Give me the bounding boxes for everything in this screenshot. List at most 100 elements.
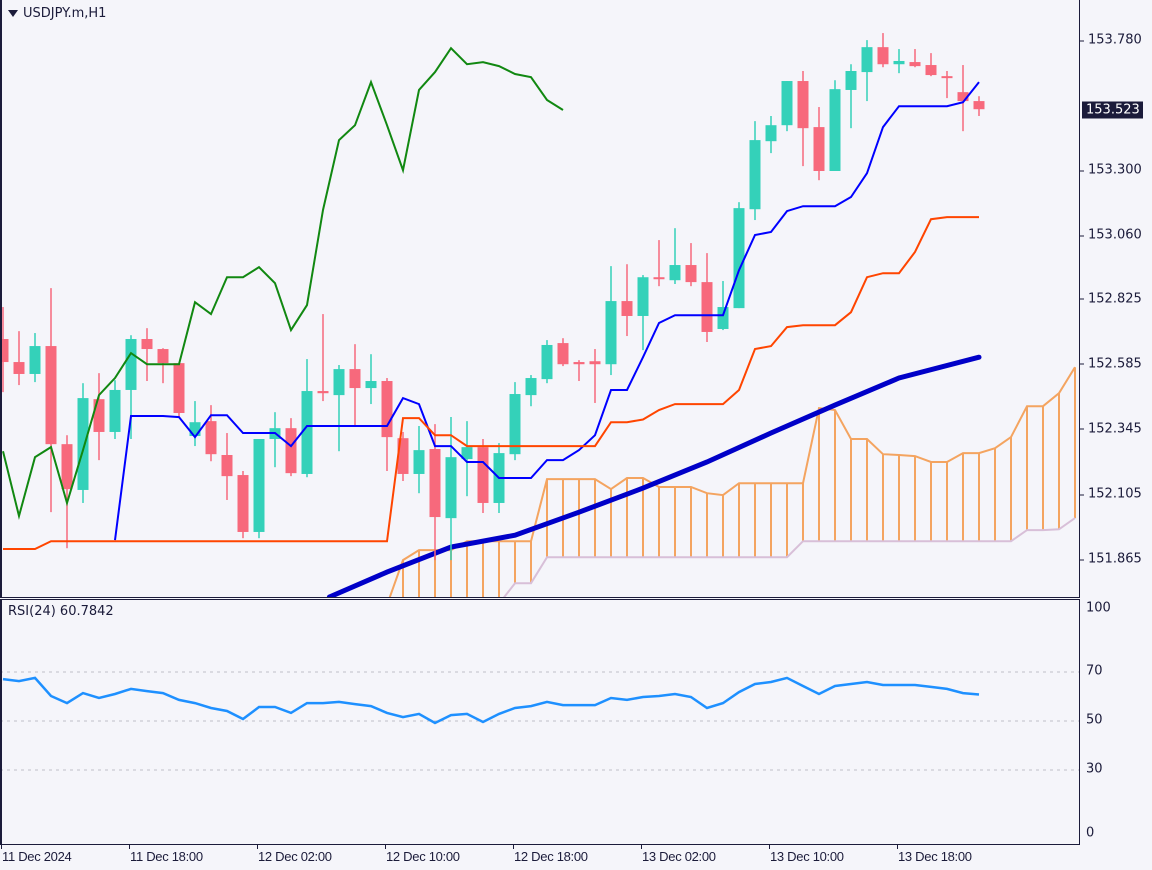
rsi-tick-label: 0 [1086, 825, 1095, 841]
candle-body [221, 454, 233, 477]
candle-body [877, 47, 889, 65]
candle-body [637, 277, 649, 316]
candle [941, 71, 953, 99]
candle [93, 373, 105, 461]
price-tick-label: 152.105 [1080, 486, 1142, 502]
candle-body [653, 277, 665, 280]
candle [477, 439, 489, 513]
candle-body [829, 89, 841, 171]
candle [445, 417, 457, 561]
candle-body [509, 394, 521, 455]
candle-body [29, 346, 41, 374]
candle [237, 470, 249, 539]
senkou-span-b-line [503, 517, 1076, 597]
candle-body [541, 344, 553, 380]
candle-body [669, 265, 681, 281]
price-tick-label: 152.345 [1080, 421, 1142, 437]
candle-body [781, 81, 793, 126]
tenkan-sen-line [114, 81, 980, 541]
moving-average-line [326, 354, 982, 597]
candle [573, 360, 585, 382]
candle-body [445, 457, 457, 519]
candle-body [45, 346, 57, 445]
candle [61, 435, 73, 549]
candle [733, 202, 745, 309]
candle [701, 253, 713, 342]
candle [685, 243, 697, 287]
candle [653, 240, 665, 287]
candle [909, 49, 921, 68]
candle-body [77, 398, 89, 490]
price-tick-label: 153.060 [1080, 227, 1142, 243]
candle-body [205, 421, 217, 455]
candle [669, 228, 681, 285]
candle-body [477, 447, 489, 503]
price-tick-label: 151.865 [1080, 551, 1142, 567]
candle-body [333, 369, 345, 396]
chikou-span-line [2, 46, 564, 520]
candle [765, 115, 777, 154]
candle-body [749, 140, 761, 210]
rsi-tick-label: 70 [1086, 663, 1103, 679]
price-chart-panel[interactable]: USDJPY.m,H1 [0, 0, 1080, 598]
candle [13, 331, 25, 386]
candle-body [701, 282, 713, 332]
time-tick-label: 12 Dec 10:00 [385, 845, 460, 864]
candle [189, 401, 201, 447]
candle [157, 348, 169, 384]
candle-body [237, 475, 249, 532]
price-tick-label: 153.780 [1080, 32, 1142, 48]
candle-body [525, 378, 537, 396]
rsi-tick-label: 50 [1086, 712, 1103, 728]
candle [749, 121, 761, 221]
candle [957, 65, 969, 132]
candle [221, 433, 233, 500]
candle-body [973, 101, 985, 110]
candle-body [285, 428, 297, 474]
candle-body [589, 361, 601, 365]
symbol-title[interactable]: USDJPY.m,H1 [8, 6, 106, 21]
candle [317, 314, 329, 402]
time-tick-label: 11 Dec 2024 [0, 845, 72, 864]
candle [797, 71, 809, 167]
candle-body [733, 208, 745, 309]
candle-body [813, 127, 825, 171]
candle-body [253, 439, 265, 532]
price-tick-label: 152.585 [1080, 356, 1142, 372]
candle [29, 333, 41, 383]
candle [253, 439, 265, 539]
time-tick-label: 11 Dec 18:00 [129, 845, 203, 864]
price-chart-canvas [2, 33, 1076, 597]
time-tick-label: 13 Dec 18:00 [897, 845, 972, 864]
candle-body [909, 62, 921, 67]
time-tick-label: 13 Dec 10:00 [769, 845, 844, 864]
candle-body [125, 339, 137, 390]
candle-body [941, 76, 953, 79]
kijun-sen-line [3, 216, 979, 550]
candle-body [685, 265, 697, 283]
candle-body [173, 363, 185, 413]
candle [589, 349, 601, 403]
candle [717, 281, 729, 331]
candle [77, 383, 89, 503]
rsi-tick-label: 30 [1086, 761, 1103, 777]
rsi-panel[interactable]: RSI(24) 60.7842 [0, 599, 1080, 845]
candle-body [365, 381, 377, 389]
candle-body [957, 92, 969, 102]
candle [509, 382, 521, 461]
senkou-span-a-line [388, 366, 1076, 597]
dropdown-triangle-icon[interactable] [8, 10, 18, 17]
candle-body [349, 369, 361, 389]
candle-body [765, 125, 777, 142]
candle [813, 107, 825, 181]
candle-body [381, 381, 393, 438]
candle [605, 266, 617, 376]
rsi-line [2, 676, 980, 725]
candle [397, 431, 409, 482]
candle [925, 53, 937, 77]
current-price-badge: 153.523 [1082, 101, 1143, 119]
candle [109, 380, 121, 440]
candle [845, 64, 857, 129]
price-tick-label: 153.300 [1080, 162, 1142, 178]
candle-body [301, 391, 313, 474]
